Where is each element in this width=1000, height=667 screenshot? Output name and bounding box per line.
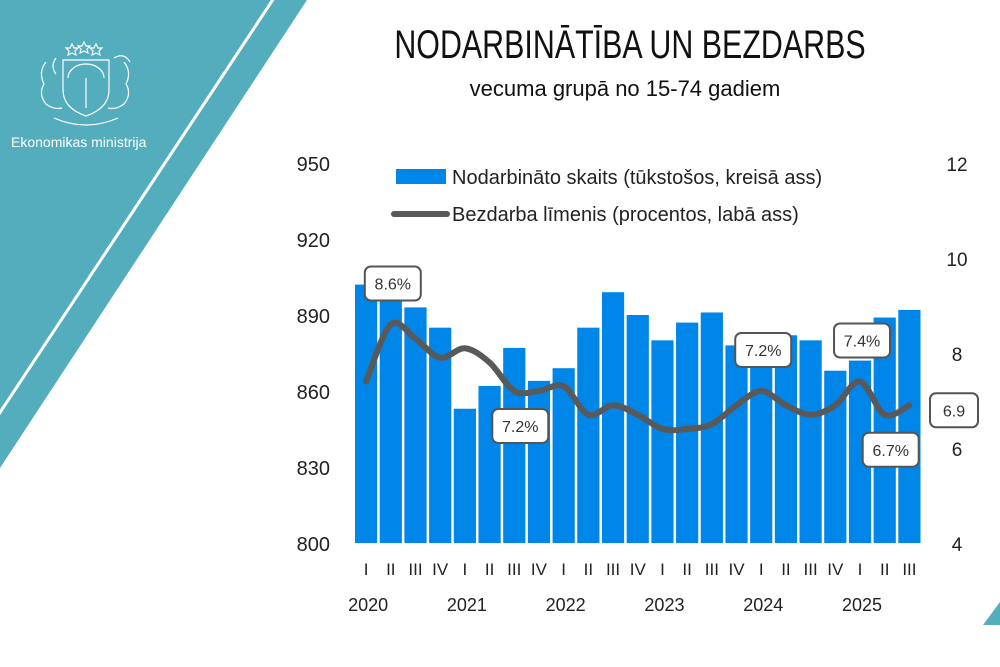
bar (379, 299, 402, 543)
left-axis-tick: 860 (297, 382, 330, 404)
bar (404, 307, 427, 543)
quarter-label: IV (531, 560, 548, 579)
bar (774, 335, 798, 543)
quarter-label: I (759, 560, 764, 579)
bar (527, 380, 551, 543)
right-axis-tick: 8 (952, 345, 963, 366)
data-label: 8.6% (375, 277, 411, 294)
corner-triangle (983, 602, 1000, 625)
data-label-box (491, 408, 550, 444)
quarter-label: II (485, 560, 494, 579)
quarter-label: IV (432, 560, 449, 579)
bar (873, 317, 896, 543)
data-label: 7.4% (844, 334, 880, 351)
legend-line-label: Bezdarba līmenis (procentos, labā ass) (452, 204, 799, 226)
bar (503, 347, 526, 543)
right-axis-tick: 10 (946, 250, 967, 271)
quarter-label: II (682, 560, 691, 579)
chart-subtitle: vecuma grupā no 15-74 gadiem (469, 76, 781, 101)
chart-title: NODARBINĀTĪBA UN BEZDARBS (394, 23, 866, 67)
bar (750, 355, 773, 543)
data-label-box (363, 265, 422, 302)
data-label: 6.7% (872, 443, 908, 460)
right-axis-tick: 6 (952, 440, 963, 461)
data-label: 6.9 (943, 403, 965, 420)
quarter-label: I (561, 560, 566, 579)
year-label: 2022 (546, 595, 586, 615)
quarter-label: I (858, 560, 863, 579)
quarter-label: II (880, 560, 889, 579)
data-label-box (929, 392, 979, 429)
bar (577, 327, 600, 543)
bar (676, 322, 699, 543)
bar (799, 340, 822, 543)
quarter-label: I (463, 560, 468, 579)
data-label-box (734, 332, 793, 368)
left-axis-tick: 800 (297, 534, 330, 556)
quarter-label: IV (827, 560, 844, 579)
data-label: 7.2% (745, 343, 781, 360)
bar (651, 340, 674, 543)
quarter-label: I (364, 560, 369, 579)
quarter-label: III (804, 560, 818, 579)
bar (552, 368, 575, 543)
quarter-label: III (507, 560, 521, 579)
bar (626, 315, 649, 543)
bar (898, 309, 921, 543)
quarter-label: IV (630, 560, 647, 579)
data-label: 7.2% (502, 419, 538, 436)
bar (824, 370, 847, 543)
bar (429, 327, 452, 543)
bar (453, 408, 476, 543)
bar (848, 360, 872, 543)
panel-stripe (0, 0, 275, 415)
year-label: 2020 (348, 595, 388, 615)
left-axis-tick: 890 (297, 306, 330, 328)
left-axis-tick: 950 (297, 154, 330, 176)
year-label: 2023 (644, 595, 684, 615)
year-label: 2024 (743, 595, 783, 615)
bar (601, 292, 625, 543)
left-axis-tick: 920 (297, 230, 330, 252)
legend-bar-label: Nodarbināto skaits (tūkstošos, kreisā as… (452, 167, 822, 189)
quarter-label: III (408, 560, 422, 579)
right-axis-tick: 12 (946, 155, 967, 176)
quarter-label: III (705, 560, 719, 579)
bar (725, 345, 748, 543)
coat-of-arms-logo (40, 40, 131, 126)
teal-panel (0, 0, 307, 468)
unemployment-line (363, 319, 913, 434)
quarter-label: IV (729, 560, 746, 579)
quarter-label: II (386, 560, 395, 579)
year-label: 2021 (447, 595, 487, 615)
legend-bar-swatch (396, 169, 446, 184)
quarter-label: I (660, 560, 665, 579)
left-axis-tick: 830 (297, 458, 330, 480)
bar (355, 284, 378, 543)
quarter-label: II (584, 560, 593, 579)
quarter-label: III (902, 560, 916, 579)
organization-name: Ekonomikas ministrija (11, 134, 147, 150)
right-axis-tick: 4 (952, 535, 963, 556)
quarter-label: II (781, 560, 790, 579)
bar (700, 312, 723, 543)
data-label-box (861, 431, 920, 468)
data-label-box (833, 322, 892, 359)
quarter-label: III (606, 560, 620, 579)
year-label: 2025 (842, 595, 882, 615)
